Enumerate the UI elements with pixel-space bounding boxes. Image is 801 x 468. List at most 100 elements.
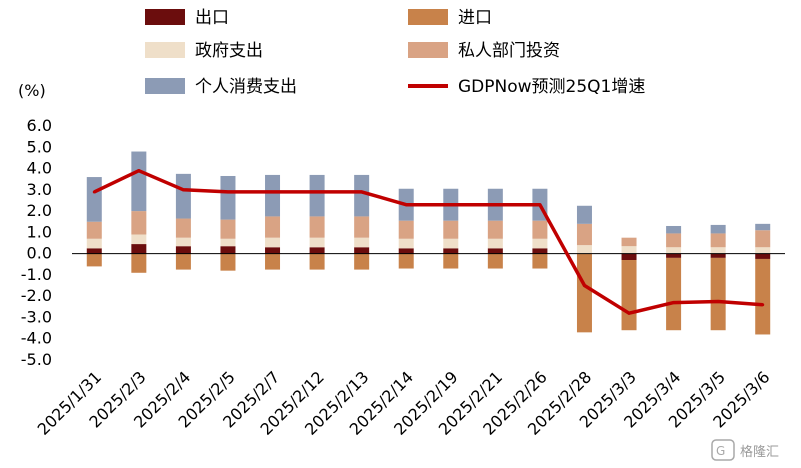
bar-segment xyxy=(309,216,325,238)
bar-segment xyxy=(131,151,147,212)
line-point xyxy=(226,190,230,194)
bar-segment xyxy=(710,233,726,248)
bar-segment xyxy=(86,221,102,239)
y-tick-label: -2.0 xyxy=(21,286,52,305)
bar-segment xyxy=(576,223,592,246)
bar-segment xyxy=(576,245,592,254)
bar-segment xyxy=(398,248,414,254)
legend-swatch xyxy=(145,42,185,58)
line-series xyxy=(92,168,765,315)
legend-item: 政府支出 xyxy=(145,41,263,61)
bar-segment xyxy=(532,238,548,249)
bar-segment xyxy=(576,205,592,224)
bar-segment xyxy=(666,257,682,331)
bar-segment xyxy=(175,237,191,247)
watermark-text: 格隆汇 xyxy=(740,444,779,460)
bar-segment xyxy=(175,173,191,219)
bar-segment xyxy=(755,253,771,259)
bar-segment xyxy=(710,247,726,254)
y-tick-label: 3.0 xyxy=(27,180,52,199)
bars xyxy=(86,151,771,335)
legend-label: 进口 xyxy=(458,8,492,28)
bar-segment xyxy=(265,253,281,270)
legend-label: 政府支出 xyxy=(195,41,263,61)
bar-segment xyxy=(621,237,637,247)
y-axis: 6.0 5.0 4.0 3.0 2.0 1.0 0.0 -1.0 -2.0 -3.0 -4.0 -5.… xyxy=(21,116,52,369)
y-tick-label: 0.0 xyxy=(27,244,52,263)
line-point xyxy=(137,169,141,173)
y-tick-label: -4.0 xyxy=(21,329,52,348)
bar-segment xyxy=(532,220,548,239)
bar-segment xyxy=(354,237,370,248)
y-tick-label: 1.0 xyxy=(27,222,52,241)
line-point xyxy=(92,190,96,194)
bar-segment xyxy=(309,237,325,248)
watermark-logo-glyph: G xyxy=(716,444,725,458)
bar-segment xyxy=(621,253,637,261)
y-tick-label: 2.0 xyxy=(27,201,52,220)
y-tick-label: 4.0 xyxy=(27,159,52,178)
legend-swatch xyxy=(408,42,448,58)
legend-swatch xyxy=(145,9,185,25)
line-point xyxy=(716,300,720,303)
bar-segment xyxy=(131,253,147,273)
bar-segment xyxy=(86,238,102,249)
bar-segment xyxy=(710,257,726,331)
bar-segment xyxy=(354,174,370,217)
legend-label: 私人部门投资 xyxy=(458,41,560,61)
bar-segment xyxy=(487,238,503,249)
bar-segment xyxy=(487,220,503,239)
bar-segment xyxy=(666,225,682,234)
bar-segment xyxy=(175,246,191,254)
line-point xyxy=(360,190,364,194)
legend-item: 进口 xyxy=(408,8,492,28)
legend-label: GDPNow预测25Q1增速 xyxy=(458,77,645,97)
legend-item: 个人消费支出 xyxy=(145,77,297,97)
bar-segment xyxy=(666,253,682,258)
legend-label: 出口 xyxy=(195,8,229,28)
line-point xyxy=(627,311,631,315)
legend-swatch xyxy=(145,78,185,94)
line-point xyxy=(761,303,765,307)
line-point xyxy=(672,301,676,305)
bar-segment xyxy=(398,253,414,269)
bar-segment xyxy=(265,237,281,248)
bar-segment xyxy=(86,177,102,222)
unit-label: (%) xyxy=(18,81,46,100)
legend-item: 出口 xyxy=(145,8,229,28)
bar-segment xyxy=(443,238,459,249)
watermark-logo-icon xyxy=(711,439,735,461)
bar-segment xyxy=(487,253,503,269)
y-tick-label: -1.0 xyxy=(21,265,52,284)
bar-segment xyxy=(175,253,191,270)
gdpnow-line xyxy=(93,168,763,315)
line-point xyxy=(181,188,185,192)
bar-segment xyxy=(175,218,191,238)
line-point xyxy=(493,203,497,207)
bar-segment xyxy=(666,247,682,254)
bar-segment xyxy=(755,230,771,248)
line-point xyxy=(538,203,542,207)
bar-segment xyxy=(131,211,147,235)
bar-segment xyxy=(220,253,236,271)
bar-segment xyxy=(532,253,548,269)
bar-segment xyxy=(131,244,147,254)
bar-segment xyxy=(666,233,682,248)
bar-segment xyxy=(398,238,414,249)
bar-segment xyxy=(532,248,548,254)
bar-segment xyxy=(220,238,236,247)
y-tick-label: 6.0 xyxy=(27,116,52,135)
watermark: G 格隆汇 xyxy=(711,439,779,461)
legend-item: 私人部门投资 xyxy=(408,41,560,61)
bar-segment xyxy=(710,253,726,258)
bar-segment xyxy=(309,247,325,254)
bar-segment xyxy=(443,220,459,239)
bar-segment xyxy=(443,248,459,254)
bar-segment xyxy=(265,174,281,217)
line-point xyxy=(315,190,319,194)
bar-segment xyxy=(220,246,236,254)
line-point xyxy=(449,203,453,207)
bar-segment xyxy=(309,174,325,217)
